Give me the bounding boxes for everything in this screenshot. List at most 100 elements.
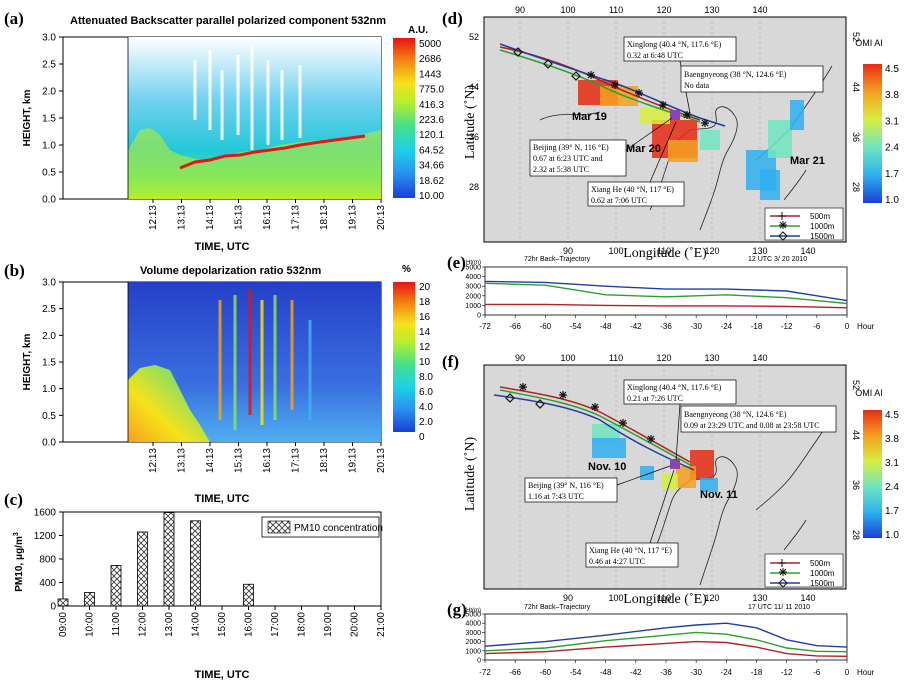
panel-b-streaks (218, 290, 312, 430)
c-xtick-label: 11:00 (111, 612, 122, 637)
panel-b-title: Volume depolarization ratio 532nm (140, 265, 322, 277)
annot-f-xianghe: Xiang He (40 °N, 117 °E) 0.46 at 4:27 UT… (585, 469, 679, 568)
colorbar-label: 64.52 (419, 145, 444, 156)
lon-label-bottom: 130 (752, 246, 767, 256)
panel-f-trajectories (493, 383, 695, 471)
lat-label-right: 44 (851, 430, 861, 440)
panel-c-ylabel-sup: 3 (13, 532, 20, 536)
svg-text:500m: 500m (810, 559, 830, 568)
traj-series-1500m (484, 622, 848, 648)
colorbar-label: 8.0 (419, 372, 433, 383)
colorbar-label: 3.1 (885, 458, 899, 469)
traj-xtick-label: -24 (721, 668, 733, 677)
panel-g-unit: Ht(m) (466, 608, 481, 614)
colorbar-label: 6.0 (419, 387, 433, 398)
colorbar-label: 2.4 (885, 482, 899, 493)
panel-f-colorbar (863, 410, 882, 538)
annot-d-xianghe: Xiang He (40 °N, 117 °E) 0.62 at 7:06 UT… (587, 121, 685, 207)
colorbar-label: 4.0 (419, 402, 433, 413)
colorbar-label: 10 (419, 357, 431, 368)
c-xtick-label: 09:00 (58, 612, 69, 637)
a-ytick-label: 0.0 (42, 195, 56, 206)
lat-label-left: 28 (469, 182, 479, 192)
traj-markers (513, 47, 709, 127)
svg-text:Beijing (39° N, 116 °E): Beijing (39° N, 116 °E) (533, 143, 609, 152)
svg-text:Xiang He (40 °N, 117 °E): Xiang He (40 °N, 117 °E) (589, 546, 672, 555)
panel-a-letter: (a) (4, 9, 24, 28)
panel-d-annotations: Xinglong (40.4 °N, 117.6 °E) 0.32 at 6:4… (529, 36, 824, 207)
traj-xtick-label: -48 (600, 322, 612, 331)
panel-d-trajectories (499, 43, 726, 127)
day-label-nov11: Nov. 11 (700, 489, 738, 501)
colorbar-label: 14 (419, 327, 431, 338)
b-xtick-label: 12:13 (148, 448, 159, 473)
c-xtick-label: 20:00 (350, 612, 361, 637)
a-xtick-label: 16:13 (262, 205, 273, 230)
lon-label-top: 140 (752, 5, 767, 15)
a-ytick-label: 2.0 (42, 87, 56, 98)
svg-text:1.16 at 7:43 UTC: 1.16 at 7:43 UTC (528, 492, 584, 501)
a-ytick-label: 0.5 (42, 168, 56, 179)
svg-text:No data: No data (684, 81, 710, 90)
panel-a-xaxis: 12:13 13:13 14:13 15:13 16:13 17:13 18:13 19:13… (148, 199, 387, 230)
traj-xtick-label: -36 (660, 322, 672, 331)
b-ytick-label: 2.5 (42, 304, 56, 315)
panel-c-bars (57, 512, 254, 607)
lon-label-top: 120 (656, 5, 671, 15)
traj-ytick-label: 1000 (465, 303, 481, 310)
svg-text:0.09 at 23:29 UTC and 0.08 at: 0.09 at 23:29 UTC and 0.08 at 23:58 UTC (684, 421, 820, 430)
lon-label-bottom: 90 (563, 246, 573, 256)
panel-c-letter: (c) (4, 490, 23, 509)
lat-label-right: 36 (851, 480, 861, 490)
colorbar-label: 20 (419, 282, 431, 293)
pm10-bar (243, 583, 254, 607)
colorbar-label: 1.7 (885, 169, 899, 180)
panel-d-xlabel: Longitude (˚E) (623, 246, 707, 261)
svg-text:Beijing (39° N, 116 °E): Beijing (39° N, 116 °E) (528, 481, 604, 490)
svg-text:1000m: 1000m (810, 569, 835, 578)
traj-ytick-label: 5000 (465, 612, 481, 619)
svg-text:Xinglong (40.4 °N, 117.6 °E): Xinglong (40.4 °N, 117.6 °E) (627, 40, 722, 49)
panel-e-header-left: 72hr Back–Trajectory (524, 256, 591, 263)
lat-label-right: 36 (851, 132, 861, 142)
panel-g: (g) Ht(m) 72hr Back–Trajectory 17 UTC 11… (447, 600, 875, 677)
svg-text:0.62 at 7:06 UTC: 0.62 at 7:06 UTC (591, 196, 647, 205)
panel-c-xaxis: 09:00 10:00 11:00 12:00 13:00 14:00 15:00 16:00… (58, 606, 387, 637)
colorbar-label: 1443 (419, 69, 442, 80)
panel-d-aerosol-cells (578, 80, 804, 200)
pm10-bar (137, 531, 148, 607)
lat-label-left: 44 (469, 82, 479, 92)
lon-label-top: 100 (560, 353, 575, 363)
panel-b-plot (62, 281, 382, 443)
svg-text:0.32 at 6:48 UTC: 0.32 at 6:48 UTC (627, 51, 683, 60)
colorbar-label: 16 (419, 312, 431, 323)
traj-xtick-label: -66 (509, 668, 521, 677)
panel-d-lon-labels: 90 90 100 100 110 110 120 120 130 130 140 140 (515, 5, 816, 256)
a-xtick-label: 15:13 (234, 205, 245, 230)
traj-series-500m (485, 303, 848, 309)
lon-label-bottom: 120 (704, 593, 719, 603)
panel-a-yaxis: 0.0 0.5 1.0 1.5 2.0 2.5 3.0 (42, 33, 63, 206)
day-label-mar20: Mar 20 (626, 143, 661, 155)
lat-label-left: 52 (469, 32, 479, 42)
panel-d-colorbar (863, 64, 882, 203)
a-ytick-label: 1.0 (42, 141, 56, 152)
lon-label-bottom: 110 (657, 593, 671, 603)
b-xtick-label: 15:13 (234, 448, 245, 473)
traj-ytick-label: 2000 (465, 293, 481, 300)
panel-g-header-left: 72hr Back–Trajectory (524, 604, 591, 611)
panel-a-colorbar (393, 38, 415, 198)
pm10-bar (84, 592, 95, 607)
panel-c: (c) PM10, μg/m3 0 400 800 1200 1600 09:00 10:… (4, 490, 387, 681)
traj-xtick-label: -24 (721, 322, 733, 331)
a-ytick-label: 2.5 (42, 60, 56, 71)
lon-label-top: 120 (656, 353, 671, 363)
traj-xtick-label: 0 (845, 322, 850, 331)
c-ytick-label: 400 (39, 578, 56, 589)
panel-a-cbar-unit: A.U. (408, 25, 428, 36)
traj-ytick-label: 2000 (465, 639, 481, 646)
lon-label-top: 110 (609, 353, 623, 363)
b-ytick-label: 0.5 (42, 411, 56, 422)
b-xtick-label: 14:13 (205, 448, 216, 473)
